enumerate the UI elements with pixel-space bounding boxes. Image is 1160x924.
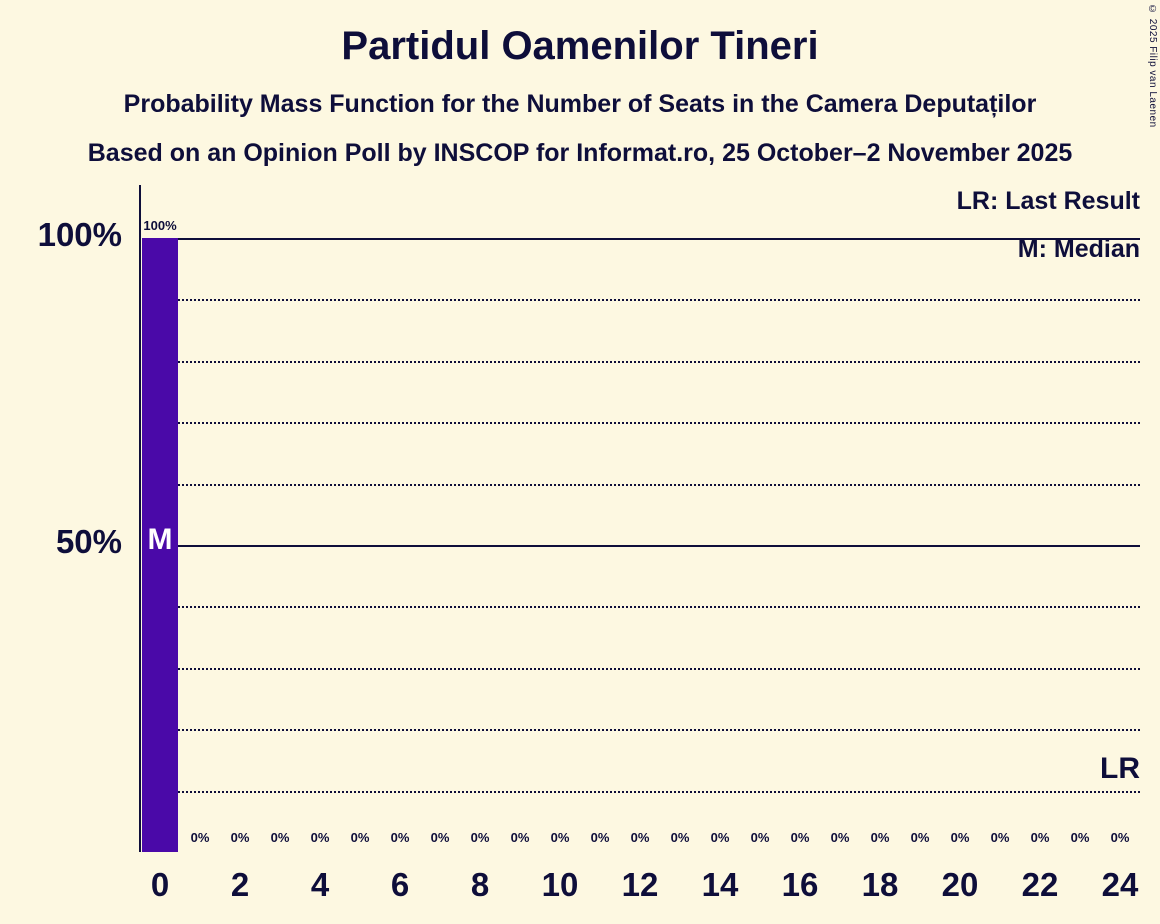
bar-value-label-seat-11: 0% — [590, 830, 610, 845]
gridline-50pct — [178, 545, 1140, 547]
x-tick-seat-2: 2 — [230, 866, 250, 903]
bar-value-label-seat-6: 0% — [390, 830, 410, 845]
gridline-30pct — [178, 667, 1140, 670]
plot-area: 100% 0% 0% 0% 0% 0% 0% 0% 0% 0% 0% 0% 0% 0% 0% 0% 0% 0% 0%… — [140, 218, 1140, 852]
median-annotation: M — [147, 523, 173, 556]
bar-value-label-seat-4: 0% — [310, 830, 330, 845]
bar-value-label-seat-5: 0% — [350, 830, 370, 845]
gridline-100pct — [178, 238, 1140, 240]
bar-value-label-seat-21: 0% — [990, 830, 1010, 845]
x-tick-seat-14: 14 — [701, 866, 739, 903]
x-tick-seat-20: 20 — [941, 866, 979, 903]
x-tick-seat-12: 12 — [621, 866, 659, 903]
bar-value-label-seat-17: 0% — [830, 830, 850, 845]
x-tick-seat-16: 16 — [781, 866, 819, 903]
bar-value-label-seat-15: 0% — [750, 830, 770, 845]
gridline-40pct — [178, 606, 1140, 609]
x-tick-seat-6: 6 — [390, 866, 410, 903]
bar-value-label-seat-7: 0% — [430, 830, 450, 845]
bar-value-label-seat-16: 0% — [790, 830, 810, 845]
bar-value-label-seat-1: 0% — [190, 830, 210, 845]
gridline-60pct — [178, 483, 1140, 486]
bar-value-label-seat-24: 0% — [1110, 830, 1130, 845]
x-tick-seat-18: 18 — [861, 866, 899, 903]
y-axis-line — [139, 185, 141, 852]
x-tick-seat-8: 8 — [470, 866, 490, 903]
bar-value-label-seat-14: 0% — [710, 830, 730, 845]
y-tick-50pct: 50% — [55, 523, 122, 560]
bar-value-label-seat-18: 0% — [870, 830, 890, 845]
x-tick-seat-24: 24 — [1101, 866, 1139, 903]
gridline-80pct — [178, 360, 1140, 363]
legend-last-result: LR: Last Result — [956, 187, 1140, 215]
bar-value-label-seat-20: 0% — [950, 830, 970, 845]
chart-title: Partidul Oamenilor Tineri — [341, 24, 819, 68]
bar-value-label-seat-12: 0% — [630, 830, 650, 845]
gridline-20pct — [178, 729, 1140, 732]
bar-seat-0 — [142, 238, 178, 852]
bar-value-label-seat-2: 0% — [230, 830, 250, 845]
x-tick-seat-22: 22 — [1021, 866, 1059, 903]
x-tick-seat-10: 10 — [541, 866, 579, 903]
bar-value-label-seat-10: 0% — [550, 830, 570, 845]
x-tick-seat-4: 4 — [310, 866, 330, 903]
chart-subtitle-pmf: Probability Mass Function for the Number… — [123, 90, 1037, 118]
bar-value-label-seat-19: 0% — [910, 830, 930, 845]
bar-value-label-seat-23: 0% — [1070, 830, 1090, 845]
bar-value-label-seat-0: 100% — [143, 218, 177, 233]
bar-value-label-seat-8: 0% — [470, 830, 490, 845]
x-tick-seat-0: 0 — [150, 866, 170, 903]
gridline-90pct — [178, 299, 1140, 302]
last-result-annotation: LR — [1100, 752, 1140, 785]
y-tick-100pct: 100% — [37, 216, 122, 253]
gridline-10pct — [178, 790, 1140, 793]
bar-value-label-seat-3: 0% — [270, 830, 290, 845]
bar-value-label-seat-9: 0% — [510, 830, 530, 845]
copyright-notice: © 2025 Filip van Laenen — [1147, 4, 1158, 128]
gridline-70pct — [178, 422, 1140, 425]
chart-subtitle-poll: Based on an Opinion Poll by INSCOP for I… — [87, 139, 1073, 167]
bar-value-label-seat-13: 0% — [670, 830, 690, 845]
bar-value-label-seat-22: 0% — [1030, 830, 1050, 845]
